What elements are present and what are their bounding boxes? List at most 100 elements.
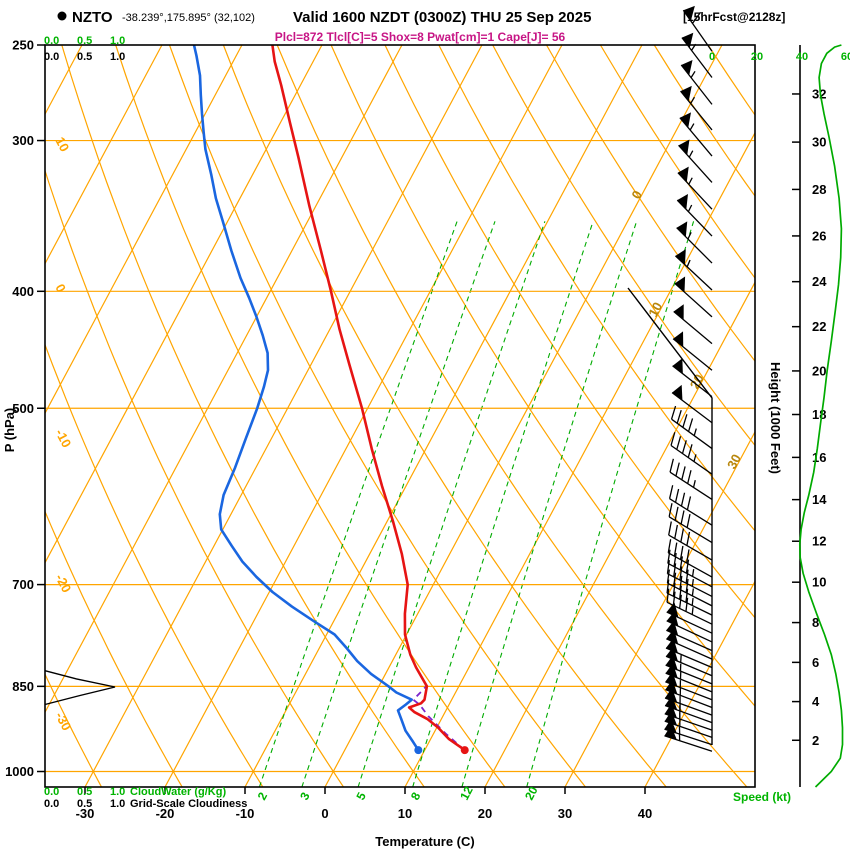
- temp-tick-label: 0: [321, 806, 328, 821]
- temp-tick-label: 20: [478, 806, 492, 821]
- wind-barb: [671, 384, 713, 424]
- isotherm-line: [45, 45, 163, 265]
- height-tick-label: 12: [812, 534, 826, 549]
- wind-barb: [664, 725, 713, 752]
- mixing-ratio-line: [301, 221, 496, 787]
- height-tick-label: 18: [812, 407, 826, 422]
- plot-border: [44, 44, 756, 788]
- mixing-ratio-line: [526, 221, 695, 787]
- cloudwater-scale-bottom-0: 0.0: [44, 786, 59, 798]
- dry-adiabat-line: [168, 45, 586, 787]
- wind-barb: [672, 331, 713, 371]
- wind-barb: [674, 276, 713, 318]
- dry-adiabat-line: [276, 45, 748, 787]
- cloudwater-scale-bottom-05: 0.5: [77, 786, 92, 798]
- cloudiness-profile: [44, 670, 116, 706]
- mixing-ratio-label: 12: [457, 784, 476, 803]
- isotherm-line: [45, 45, 323, 564]
- dry-adiabat-line: [438, 45, 755, 532]
- height-tick-label: 28: [812, 182, 826, 197]
- station-coords: -38.239°,175.895° (32,102): [122, 12, 255, 24]
- wind-barb: [682, 5, 713, 52]
- wind-barb: [680, 85, 713, 131]
- height-tick-label: 2: [812, 733, 819, 748]
- station-name: NZTO: [72, 9, 113, 26]
- height-tick-label: 10: [812, 575, 826, 590]
- temp-tick-label: -20: [156, 806, 175, 821]
- speed-axis-label: Speed (kt): [733, 790, 791, 804]
- pressure-tick-label: 250: [12, 38, 34, 53]
- cloudwater-scale-bottom-1: 1.0: [110, 786, 125, 798]
- cloudwater-scale-0: 0.0: [44, 35, 59, 47]
- dry-adiabat-line: [45, 509, 183, 787]
- pressure-tick-label: 300: [12, 133, 34, 148]
- speed-tick-label: 40: [796, 51, 808, 63]
- height-tick-label: 30: [812, 135, 826, 150]
- dry-adiabat-line: [45, 168, 345, 787]
- height-tick-label: 26: [812, 228, 826, 243]
- wind-barb: [674, 249, 713, 291]
- dry-adiabat-line: [61, 45, 425, 787]
- parcel-path: [411, 685, 466, 751]
- wind-barbs: [664, 5, 713, 752]
- wind-barb: [676, 193, 713, 237]
- cloudwater-label: CloudWater (g/Kg): [130, 786, 226, 798]
- cloudiness-label: Grid-Scale Cloudiness: [130, 798, 247, 810]
- speed-tick-label: 20: [751, 51, 763, 63]
- wind-barb: [668, 521, 713, 561]
- forecast-hour: [15hrFcst@2128z]: [683, 10, 785, 24]
- cloudiness-scale-bottom-1: 1.0: [110, 798, 125, 810]
- dry-adiabat-line: [492, 45, 755, 447]
- wind-barb: [670, 432, 713, 475]
- height-tick-label: 4: [812, 694, 820, 709]
- pressure-tick-label: 850: [12, 679, 34, 694]
- dry-adiabat-line: [45, 343, 264, 787]
- cloudwater-scale-05: 0.5: [77, 35, 92, 47]
- pressure-tick-label: 400: [12, 284, 34, 299]
- sounding-profiles: [192, 45, 469, 755]
- wind-barb: [676, 221, 713, 264]
- isotherm-line: [244, 45, 643, 787]
- wind-barb: [669, 458, 713, 500]
- pressure-tick-label: 500: [12, 401, 34, 416]
- mixing-ratio-line: [412, 221, 594, 787]
- pressure-tick-label: 700: [12, 577, 34, 592]
- isotherm-line: [84, 45, 483, 787]
- isotherm-label: 10: [645, 300, 665, 320]
- station-bullet-icon: [57, 11, 67, 21]
- wind-barb: [681, 32, 713, 78]
- isotherm-line: [45, 45, 403, 714]
- cloudiness-scale-1: 1.0: [110, 51, 125, 63]
- height-axis-label: Height (1000 Feet): [768, 362, 783, 474]
- pressure-axis-label: P (hPa): [2, 408, 17, 453]
- wind-station-axis: [627, 287, 713, 745]
- mixing-ratio-line: [258, 221, 458, 787]
- wind-barb: [672, 358, 713, 398]
- height-tick-label: 20: [812, 363, 826, 378]
- wind-barb: [679, 112, 713, 157]
- wind-barb: [678, 139, 713, 183]
- isotherm-line: [484, 281, 755, 787]
- isotherm-line: [324, 45, 723, 787]
- wind-barb: [668, 485, 713, 526]
- speed-profile-curve: [798, 44, 844, 788]
- height-tick-label: 16: [812, 450, 826, 465]
- cloudwater-scale-1: 1.0: [110, 35, 125, 47]
- height-tick-label: 6: [812, 655, 819, 670]
- cloudiness-scale-bottom-0: 0.0: [44, 798, 59, 810]
- adiabat-label: 10: [52, 134, 72, 154]
- temp-tick-label: 40: [638, 806, 652, 821]
- temp-tick-label: -10: [236, 806, 255, 821]
- wind-barb: [677, 166, 713, 210]
- height-tick-label: 24: [812, 274, 827, 289]
- isotherm-line: [564, 430, 755, 787]
- height-tick-label: 14: [812, 492, 827, 507]
- temp-tick-label: 30: [558, 806, 572, 821]
- mixing-ratio-line: [461, 221, 638, 787]
